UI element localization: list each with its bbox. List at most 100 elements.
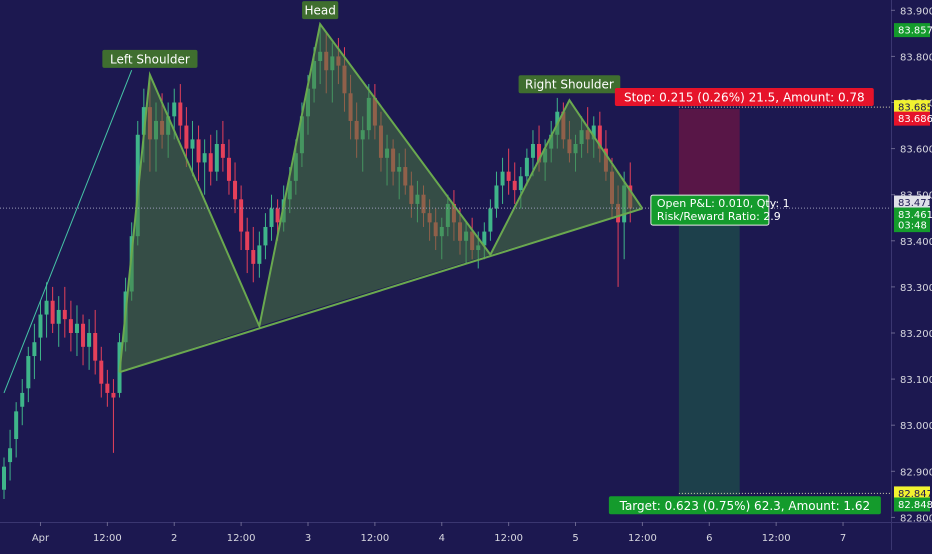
pattern-fill-2 <box>259 24 491 327</box>
target-label: Target: 0.623 (0.75%) 62.3, Amount: 1.62 <box>608 496 881 515</box>
x-tick-label: 4 <box>439 533 445 544</box>
candle-body <box>257 245 262 264</box>
annotation-labels-layer: Left Shoulder Head Right Shoulder Stop: 0.2… <box>102 1 881 515</box>
left-shoulder-label-text: Left Shoulder <box>110 52 190 66</box>
candle-body <box>524 157 529 177</box>
price-badge-box <box>894 207 930 222</box>
price-badge: 82.847 <box>894 486 932 501</box>
price-badge-text: 83.686 <box>898 114 932 125</box>
candle-body <box>233 180 238 200</box>
price-badge-box <box>894 497 930 512</box>
candle-body <box>512 180 517 191</box>
pattern-fill-1 <box>119 74 260 373</box>
candle-body <box>500 171 505 186</box>
pattern-fill-3 <box>490 100 643 255</box>
y-tick-label: 83.300 <box>900 283 932 294</box>
price-badge: 83.686 <box>894 111 932 126</box>
candle-body <box>518 176 523 191</box>
candle-body <box>190 139 195 149</box>
candle-body <box>196 139 201 163</box>
candle-body <box>87 332 92 347</box>
pnl-box <box>650 194 770 226</box>
candle-body <box>38 314 43 338</box>
candle-body <box>105 383 110 393</box>
position-layer <box>678 108 740 496</box>
candle-body <box>245 231 250 251</box>
y-tick-label: 83.400 <box>900 237 932 248</box>
candle-body <box>14 411 19 440</box>
target-label-box <box>608 496 881 515</box>
price-badge-text: 83.685 <box>898 103 932 114</box>
y-tick-label: 83.200 <box>900 329 932 340</box>
candle-body <box>20 392 25 407</box>
price-badge-text: 82.848 <box>898 500 932 511</box>
x-tick-label: 12:00 <box>494 533 523 544</box>
x-tick-label: 7 <box>840 533 846 544</box>
price-badge-box <box>894 100 930 115</box>
left-shoulder-label: Left Shoulder <box>102 49 198 68</box>
price-badge-text: 03:48 <box>898 221 927 232</box>
price-badge-text: 82.847 <box>898 489 932 500</box>
candle-body <box>537 143 542 163</box>
stop-label: Stop: 0.215 (0.26%) 21.5, Amount: 0.78 <box>614 87 874 106</box>
candle-body <box>239 199 244 232</box>
price-badge: 83.471 <box>894 195 932 210</box>
candle-body <box>226 157 231 181</box>
price-badge-text: 83.461 <box>898 210 932 221</box>
price-badge-text: 83.471 <box>898 198 932 209</box>
candle-body <box>8 448 13 463</box>
candle-body <box>32 342 37 357</box>
y-tick-label: 83.000 <box>900 421 932 432</box>
candle-body <box>275 208 280 223</box>
price-badge: 83.857 <box>894 23 932 38</box>
head-label-box <box>302 1 339 20</box>
candle-body <box>214 143 219 172</box>
x-tick-label: 2 <box>171 533 177 544</box>
candle-body <box>26 356 31 389</box>
x-tick-label: 12:00 <box>360 533 389 544</box>
x-tick-label: Apr <box>32 533 50 544</box>
candle-body <box>93 332 98 361</box>
neckline <box>119 207 643 374</box>
candle-body <box>202 153 207 163</box>
stop-zone <box>678 108 740 209</box>
right-shoulder-label: Right Shoulder <box>518 75 621 94</box>
candle-body <box>530 143 535 158</box>
candle-body <box>597 125 602 149</box>
price-badge-box <box>894 218 930 233</box>
candle-body <box>494 185 499 209</box>
candle-body <box>208 153 213 172</box>
head-label-text: Head <box>304 4 335 18</box>
candle-body <box>263 226 268 246</box>
price-badge-text: 83.857 <box>898 26 932 37</box>
candle-body <box>50 300 55 324</box>
candle-body <box>81 323 86 347</box>
x-tick-label: 6 <box>706 533 712 544</box>
trend-line <box>3 70 133 394</box>
candle-body <box>68 319 73 333</box>
pattern-outline <box>118 21 644 373</box>
x-tick-label: 12:00 <box>227 533 256 544</box>
x-tick-label: 5 <box>572 533 578 544</box>
target-zone <box>678 208 740 496</box>
price-badge: 03:48 <box>894 218 930 233</box>
price-badge: 83.685 <box>894 100 932 115</box>
y-tick-label: 83.100 <box>900 375 932 386</box>
stop-label-text: Stop: 0.215 (0.26%) 21.5, Amount: 0.78 <box>624 90 865 104</box>
price-badge-box <box>894 23 930 38</box>
stop-label-box <box>614 87 874 106</box>
x-tick-label: 12:00 <box>93 533 122 544</box>
pattern-layer <box>3 21 644 394</box>
price-badge-box <box>894 111 930 126</box>
candle-body <box>111 392 116 398</box>
target-label-text: Target: 0.623 (0.75%) 62.3, Amount: 1.62 <box>619 499 871 513</box>
candle-body <box>506 171 511 181</box>
candle-body <box>269 208 274 227</box>
price-badge-box <box>894 486 930 501</box>
y-tick-label: 83.800 <box>900 52 932 63</box>
candle-body <box>2 466 6 490</box>
